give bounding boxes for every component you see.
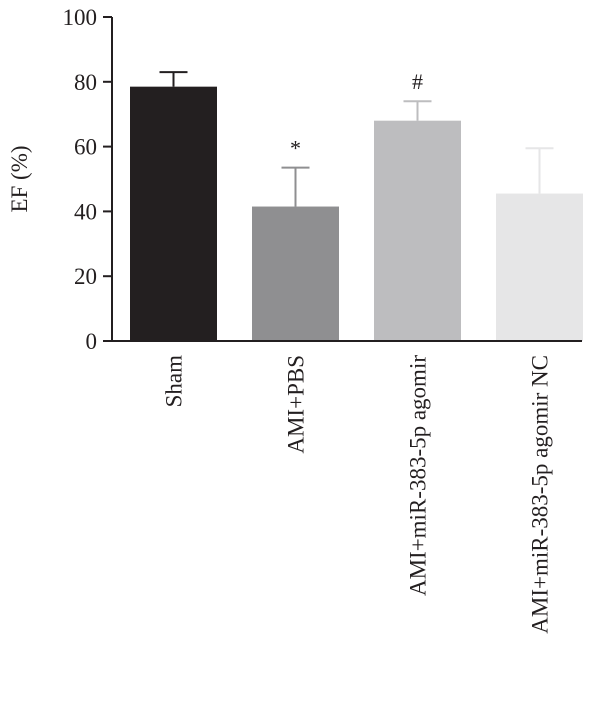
bar-3 bbox=[374, 120, 461, 342]
x-tick-label: AMI+miR-383-5p agomir bbox=[406, 355, 431, 596]
x-tick-label: Sham bbox=[162, 355, 187, 408]
y-tick-label: 0 bbox=[86, 329, 98, 354]
bar-1 bbox=[130, 86, 217, 341]
significance-marker: * bbox=[290, 136, 301, 161]
x-axis-labels: Sham AMI+PBS AMI+miR-383-5p agomir AMI+miR-… bbox=[162, 355, 553, 634]
bar-2 bbox=[252, 206, 339, 341]
bar-4 bbox=[496, 193, 583, 341]
bars: *# bbox=[130, 69, 583, 342]
y-tick-label: 20 bbox=[74, 264, 97, 289]
y-axis-label: EF (%) bbox=[7, 145, 32, 212]
x-tick-label: AMI+miR-383-5p agomir NC bbox=[528, 355, 553, 634]
y-axis-ticks: 0 20 40 60 80 100 bbox=[63, 5, 112, 354]
x-tick-label: AMI+PBS bbox=[284, 355, 309, 454]
y-tick-label: 40 bbox=[74, 199, 97, 224]
significance-marker: # bbox=[412, 69, 423, 94]
y-tick-label: 60 bbox=[74, 135, 97, 160]
y-tick-label: 80 bbox=[74, 70, 97, 95]
y-tick-label: 100 bbox=[63, 5, 98, 30]
